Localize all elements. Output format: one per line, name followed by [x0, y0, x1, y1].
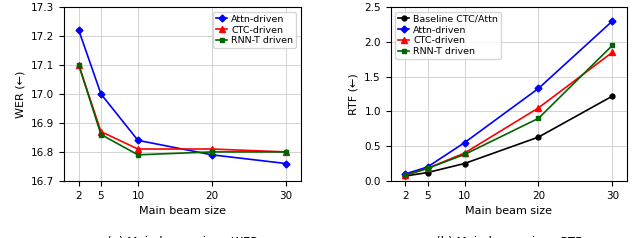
Attn-driven — [401, 173, 409, 175]
Attn-driven — [134, 139, 142, 142]
Baseline CTC/Attn — [424, 171, 431, 174]
Attn-driven — [461, 141, 468, 144]
Attn-driven — [424, 166, 431, 169]
Text: (a) Main beam size - WER: (a) Main beam size - WER — [107, 237, 258, 238]
CTC-driven — [134, 148, 142, 150]
Baseline CTC/Attn — [461, 162, 468, 165]
Y-axis label: WER (←): WER (←) — [15, 70, 26, 118]
Attn-driven — [282, 162, 290, 165]
Attn-driven — [208, 154, 216, 156]
Baseline CTC/Attn — [534, 136, 542, 139]
Attn-driven — [75, 29, 83, 32]
Line: RNN-T driven: RNN-T driven — [403, 43, 615, 178]
CTC-driven — [424, 167, 431, 170]
Line: Baseline CTC/Attn: Baseline CTC/Attn — [403, 94, 615, 178]
Y-axis label: RTF (←): RTF (←) — [349, 73, 358, 115]
Attn-driven — [534, 87, 542, 90]
Text: (b) Main beam size - RTF: (b) Main beam size - RTF — [436, 237, 582, 238]
Attn-driven — [97, 93, 105, 95]
RNN-T driven — [75, 64, 83, 66]
CTC-driven — [208, 148, 216, 150]
Baseline CTC/Attn — [401, 175, 409, 178]
RNN-T driven — [534, 117, 542, 120]
RNN-T driven — [134, 154, 142, 156]
Line: RNN-T driven: RNN-T driven — [76, 63, 288, 157]
CTC-driven — [534, 106, 542, 109]
Legend: Attn-driven, CTC-driven, RNN-T driven: Attn-driven, CTC-driven, RNN-T driven — [213, 12, 296, 48]
X-axis label: Main beam size: Main beam size — [139, 206, 226, 216]
RNN-T driven — [208, 150, 216, 153]
RNN-T driven — [401, 174, 409, 177]
CTC-driven — [282, 150, 290, 153]
RNN-T driven — [424, 167, 431, 170]
CTC-driven — [401, 174, 409, 177]
Attn-driven — [609, 20, 616, 22]
CTC-driven — [609, 51, 616, 54]
RNN-T driven — [282, 150, 290, 153]
Baseline CTC/Attn — [609, 95, 616, 98]
RNN-T driven — [461, 153, 468, 156]
CTC-driven — [75, 64, 83, 66]
RNN-T driven — [609, 44, 616, 47]
Line: CTC-driven: CTC-driven — [76, 62, 289, 155]
Legend: Baseline CTC/Attn, Attn-driven, CTC-driven, RNN-T driven: Baseline CTC/Attn, Attn-driven, CTC-driv… — [396, 12, 501, 59]
RNN-T driven — [97, 133, 105, 136]
Line: CTC-driven: CTC-driven — [403, 50, 615, 178]
Line: Attn-driven: Attn-driven — [76, 28, 288, 166]
CTC-driven — [461, 152, 468, 154]
Line: Attn-driven: Attn-driven — [403, 19, 615, 176]
X-axis label: Main beam size: Main beam size — [465, 206, 552, 216]
CTC-driven — [97, 130, 105, 133]
